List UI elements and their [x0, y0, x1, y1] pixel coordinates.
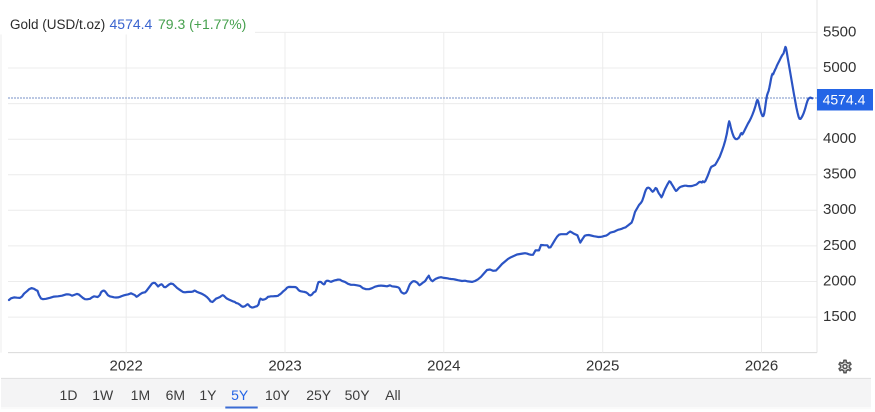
- svg-text:5500: 5500: [823, 23, 856, 40]
- svg-text:4574.4: 4574.4: [823, 92, 866, 108]
- svg-text:2024: 2024: [427, 358, 460, 375]
- svg-text:2025: 2025: [586, 358, 619, 375]
- svg-text:2022: 2022: [110, 358, 143, 375]
- svg-text:Gold (USD/t.oz): Gold (USD/t.oz): [10, 17, 105, 32]
- svg-text:5Y: 5Y: [231, 387, 249, 403]
- svg-text:4000: 4000: [823, 130, 856, 147]
- svg-text:All: All: [385, 387, 401, 403]
- svg-text:3500: 3500: [823, 166, 856, 183]
- svg-text:2500: 2500: [823, 237, 856, 254]
- svg-text:1M: 1M: [131, 387, 150, 403]
- svg-text:2023: 2023: [268, 358, 301, 375]
- svg-text:1500: 1500: [823, 308, 856, 325]
- svg-text:1D: 1D: [60, 387, 78, 403]
- svg-text:2000: 2000: [823, 272, 856, 289]
- svg-text:10Y: 10Y: [265, 387, 291, 403]
- svg-text:50Y: 50Y: [345, 387, 371, 403]
- svg-text:4574.4: 4574.4: [110, 16, 153, 32]
- svg-text:25Y: 25Y: [306, 387, 332, 403]
- svg-text:1W: 1W: [92, 387, 114, 403]
- svg-text:3000: 3000: [823, 201, 856, 218]
- svg-text:2026: 2026: [745, 358, 778, 375]
- svg-text:1Y: 1Y: [199, 387, 217, 403]
- svg-text:5000: 5000: [823, 59, 856, 76]
- svg-text:6M: 6M: [166, 387, 185, 403]
- svg-text:79.3 (+1.77%): 79.3 (+1.77%): [158, 16, 246, 32]
